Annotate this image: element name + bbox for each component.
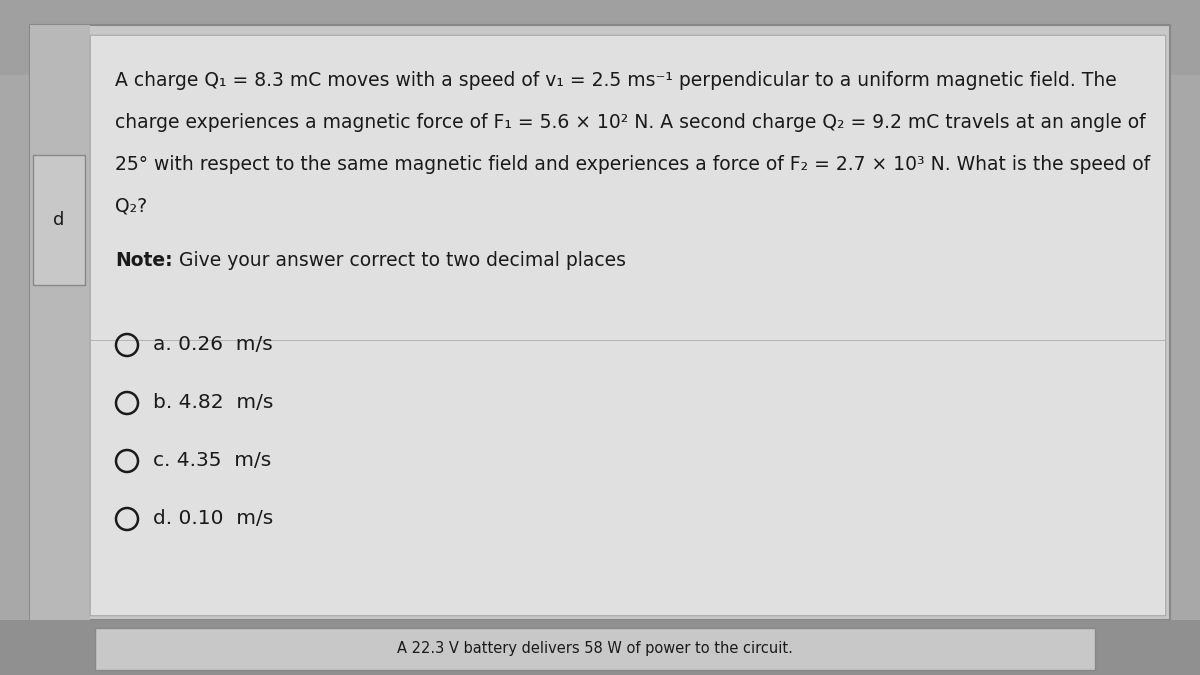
FancyBboxPatch shape: [90, 35, 1165, 340]
Text: b. 4.82  m/s: b. 4.82 m/s: [154, 394, 274, 412]
Text: d. 0.10  m/s: d. 0.10 m/s: [154, 510, 274, 529]
Text: d: d: [53, 211, 65, 229]
FancyBboxPatch shape: [90, 35, 1165, 615]
Text: Note:: Note:: [115, 250, 173, 269]
Text: 25° with respect to the same magnetic field and experiences a force of F₂ = 2.7 : 25° with respect to the same magnetic fi…: [115, 155, 1150, 173]
Text: charge experiences a magnetic force of F₁ = 5.6 × 10² N. A second charge Q₂ = 9.: charge experiences a magnetic force of F…: [115, 113, 1146, 132]
Text: Q₂?: Q₂?: [115, 196, 148, 215]
FancyBboxPatch shape: [0, 0, 1200, 75]
FancyBboxPatch shape: [95, 628, 1096, 670]
FancyBboxPatch shape: [90, 340, 1165, 615]
Text: A charge Q₁ = 8.3 mC moves with a speed of v₁ = 2.5 ms⁻¹ perpendicular to a unif: A charge Q₁ = 8.3 mC moves with a speed …: [115, 70, 1117, 90]
Text: Give your answer correct to two decimal places: Give your answer correct to two decimal …: [173, 250, 626, 269]
FancyBboxPatch shape: [0, 620, 1200, 675]
FancyBboxPatch shape: [34, 155, 85, 285]
FancyBboxPatch shape: [30, 25, 1170, 620]
Text: a. 0.26  m/s: a. 0.26 m/s: [154, 335, 272, 354]
Text: A 22.3 V battery delivers 58 W of power to the circuit.: A 22.3 V battery delivers 58 W of power …: [397, 641, 793, 657]
Text: c. 4.35  m/s: c. 4.35 m/s: [154, 452, 271, 470]
FancyBboxPatch shape: [30, 25, 90, 620]
